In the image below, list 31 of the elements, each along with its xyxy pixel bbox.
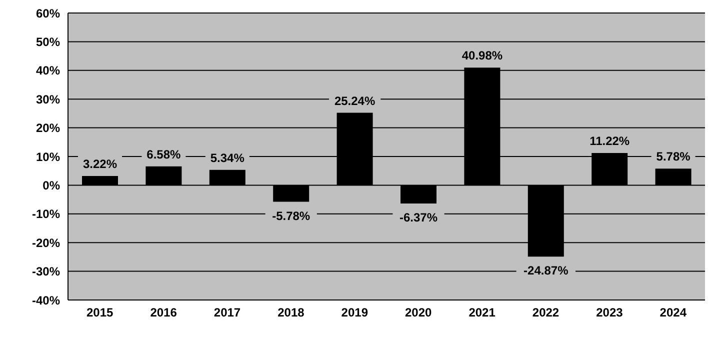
data-label: 6.58%	[146, 147, 182, 162]
data-label: 5.34%	[210, 150, 245, 165]
data-label: 3.22%	[82, 156, 118, 171]
x-tick-label: 2020	[405, 306, 432, 320]
y-tick-label: 40%	[36, 64, 60, 78]
data-label: -5.78%	[272, 208, 310, 223]
y-tick-label: 10%	[36, 150, 60, 164]
y-tick-label: 20%	[36, 121, 60, 136]
x-tick-label: 2017	[214, 306, 241, 320]
x-tick-label: 2015	[86, 306, 114, 320]
y-tick-label: -30%	[32, 264, 60, 279]
y-tick-label: 30%	[36, 92, 60, 106]
x-tick-label: 2023	[596, 306, 624, 320]
data-label: 25.24%	[334, 94, 376, 108]
data-label: -24.87%	[524, 264, 569, 278]
data-label: -6.37%	[399, 210, 438, 224]
y-tick-label: 60%	[36, 6, 60, 20]
x-tick-label: 2016	[150, 306, 178, 320]
x-tick-label: 2024	[660, 306, 687, 320]
x-tick-label: 2021	[468, 306, 496, 320]
y-tick-label: 50%	[36, 34, 60, 49]
x-tick-label: 2019	[341, 306, 368, 320]
y-tick-label: -20%	[32, 236, 60, 250]
x-tick-label: 2022	[532, 306, 560, 320]
data-label: 40.98%	[462, 48, 503, 63]
y-tick-label: 0%	[42, 178, 60, 192]
data-label: 11.22%	[590, 134, 630, 148]
y-tick-label: -10%	[32, 207, 60, 222]
data-label: 5.78%	[656, 150, 691, 164]
x-tick-label: 2018	[278, 306, 305, 320]
y-tick-label: -40%	[32, 293, 60, 308]
